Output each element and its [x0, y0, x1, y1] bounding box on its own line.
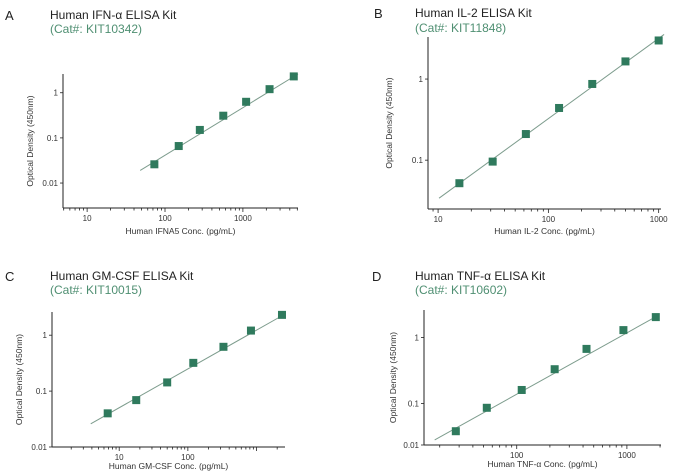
chart-title: Human IFN-α ELISA Kit	[50, 8, 177, 22]
x-tick-label: 100	[510, 451, 524, 460]
data-point	[289, 72, 298, 81]
data-point	[588, 79, 597, 88]
fit-line	[434, 314, 660, 441]
fit-line	[90, 313, 285, 425]
data-point	[455, 179, 464, 188]
x-tick-label: 1000	[618, 451, 636, 460]
panel-a: A Human IFN-α ELISA Kit(Cat#: KIT10342)10…	[5, 8, 299, 236]
panel-letter: A	[5, 8, 14, 23]
panel-letter: B	[374, 6, 383, 21]
catalog-number: (Cat#: KIT10602)	[415, 283, 507, 297]
x-tick-label: 100	[542, 215, 556, 224]
y-tick-label: 0.1	[36, 387, 48, 396]
y-tick-label: 1	[419, 75, 424, 84]
x-axis-label: Human TNF-α Conc. (pg/mL)	[487, 459, 597, 469]
data-point	[621, 57, 630, 66]
x-tick-label: 10	[115, 453, 124, 462]
data-point	[619, 326, 628, 335]
y-axis-label: Optical Density (450nm)	[384, 77, 394, 168]
data-point	[219, 342, 228, 351]
data-point	[277, 310, 286, 319]
data-point	[219, 111, 228, 120]
data-point	[189, 358, 198, 367]
data-point	[651, 313, 660, 322]
x-tick-label: 100	[181, 453, 195, 462]
data-point	[582, 344, 591, 353]
y-tick-label: 1	[54, 89, 59, 98]
data-point	[174, 142, 183, 151]
y-tick-label: 0.01	[403, 441, 419, 450]
data-point	[103, 409, 112, 418]
panel-d: D Human TNF-α ELISA Kit(Cat#: KIT10602)10…	[372, 269, 661, 469]
data-point	[654, 36, 663, 45]
fit-line	[438, 34, 665, 199]
x-tick-label: 1000	[234, 214, 252, 223]
x-tick-label: 100	[158, 214, 172, 223]
y-axis-label: Optical Density (450nm)	[388, 332, 398, 423]
y-tick-label: 0.1	[412, 156, 424, 165]
chart-title: Human TNF-α ELISA Kit	[415, 269, 546, 283]
catalog-number: (Cat#: KIT10342)	[50, 22, 142, 36]
panel-letter: D	[372, 269, 381, 284]
catalog-number: (Cat#: KIT11848)	[415, 21, 506, 35]
panel-b: B Human IL-2 ELISA Kit(Cat#: KIT11848) 10 1…	[374, 6, 668, 236]
data-point	[550, 365, 559, 374]
y-tick-label: 0.01	[42, 179, 58, 188]
x-tick-label: 10	[83, 214, 92, 223]
panel-letter: C	[5, 269, 14, 284]
x-axis-label: Human IL-2 Conc. (pg/mL)	[494, 226, 595, 236]
data-point	[488, 157, 497, 166]
y-tick-label: 1	[415, 333, 420, 342]
x-tick-label: 1000	[650, 215, 668, 224]
chart-title: Human IL-2 ELISA Kit	[415, 6, 532, 20]
data-point	[555, 103, 564, 112]
y-tick-label: 1	[43, 331, 48, 340]
y-axis-label: Optical Density (450nm)	[25, 95, 35, 186]
panel-c: C Human GM-CSF ELISA Kit(Cat#: KIT10015) 1…	[5, 269, 286, 471]
data-point	[150, 160, 159, 169]
data-point	[517, 385, 526, 394]
x-axis-label: Human IFNA5 Conc. (pg/mL)	[125, 226, 235, 236]
data-point	[246, 326, 255, 335]
x-axis-label: Human GM-CSF Conc. (pg/mL)	[109, 461, 229, 471]
chart-title: Human GM-CSF ELISA Kit	[50, 269, 194, 283]
data-point	[242, 97, 251, 106]
catalog-number: (Cat#: KIT10015)	[50, 283, 142, 297]
y-tick-label: 0.01	[31, 443, 47, 452]
data-point	[482, 403, 491, 412]
y-tick-label: 0.1	[408, 399, 420, 408]
data-point	[451, 427, 460, 436]
data-point	[163, 378, 172, 387]
y-axis-label: Optical Density (450nm)	[14, 334, 24, 425]
data-point	[265, 85, 274, 94]
data-point	[521, 130, 530, 139]
data-point	[132, 396, 141, 405]
x-tick-label: 10	[434, 215, 443, 224]
fit-line	[139, 73, 299, 171]
y-tick-label: 0.1	[47, 134, 59, 143]
data-point	[195, 125, 204, 134]
